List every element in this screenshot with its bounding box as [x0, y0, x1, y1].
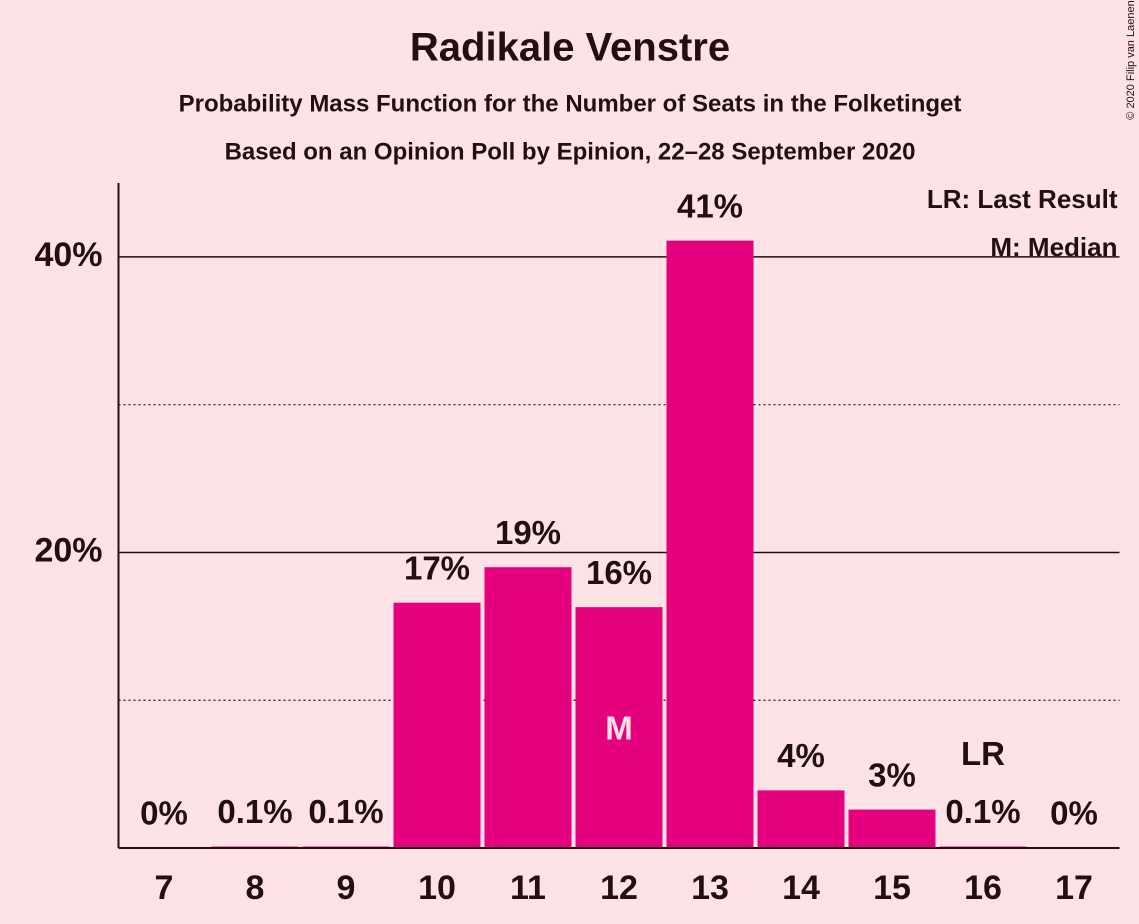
value-label: 19%	[495, 514, 561, 551]
y-tick-label: 40%	[34, 236, 102, 274]
value-label: 0%	[1050, 795, 1098, 832]
x-tick-label: 15	[873, 869, 911, 907]
chart-subtitle: Based on an Opinion Poll by Epinion, 22–…	[225, 138, 916, 165]
x-tick-label: 11	[510, 869, 546, 907]
median-marker: M	[605, 710, 633, 747]
x-tick-label: 14	[782, 869, 820, 907]
bar	[757, 790, 845, 848]
x-tick-label: 13	[691, 869, 729, 907]
chart-subtitle: Probability Mass Function for the Number…	[179, 90, 962, 117]
legend-entry: LR: Last Result	[927, 184, 1118, 214]
copyright: © 2020 Filip van Laenen	[1125, 0, 1137, 119]
x-tick-label: 17	[1055, 869, 1093, 907]
value-label: 4%	[777, 737, 825, 774]
x-tick-label: 16	[964, 869, 1002, 907]
value-label: 0%	[140, 795, 188, 832]
value-label: 0.1%	[945, 793, 1020, 830]
x-tick-label: 10	[418, 869, 456, 907]
bar	[575, 607, 663, 848]
y-tick-label: 20%	[34, 531, 102, 569]
x-tick-label: 8	[246, 869, 265, 907]
value-label: 0.1%	[308, 793, 383, 830]
bar	[666, 240, 754, 849]
value-label: 3%	[868, 756, 916, 793]
value-label: 0.1%	[217, 793, 292, 830]
bar	[848, 809, 936, 848]
x-tick-label: 9	[337, 869, 356, 907]
last-result-marker: LR	[961, 735, 1005, 772]
value-label: 17%	[404, 549, 470, 586]
bar	[393, 602, 481, 848]
value-label: 16%	[586, 554, 652, 591]
value-label: 41%	[677, 187, 743, 224]
x-tick-label: 7	[155, 869, 174, 907]
bar	[484, 567, 572, 848]
legend-entry: M: Median	[990, 232, 1117, 262]
chart-title: Radikale Venstre	[410, 26, 730, 70]
x-tick-label: 12	[600, 869, 638, 907]
